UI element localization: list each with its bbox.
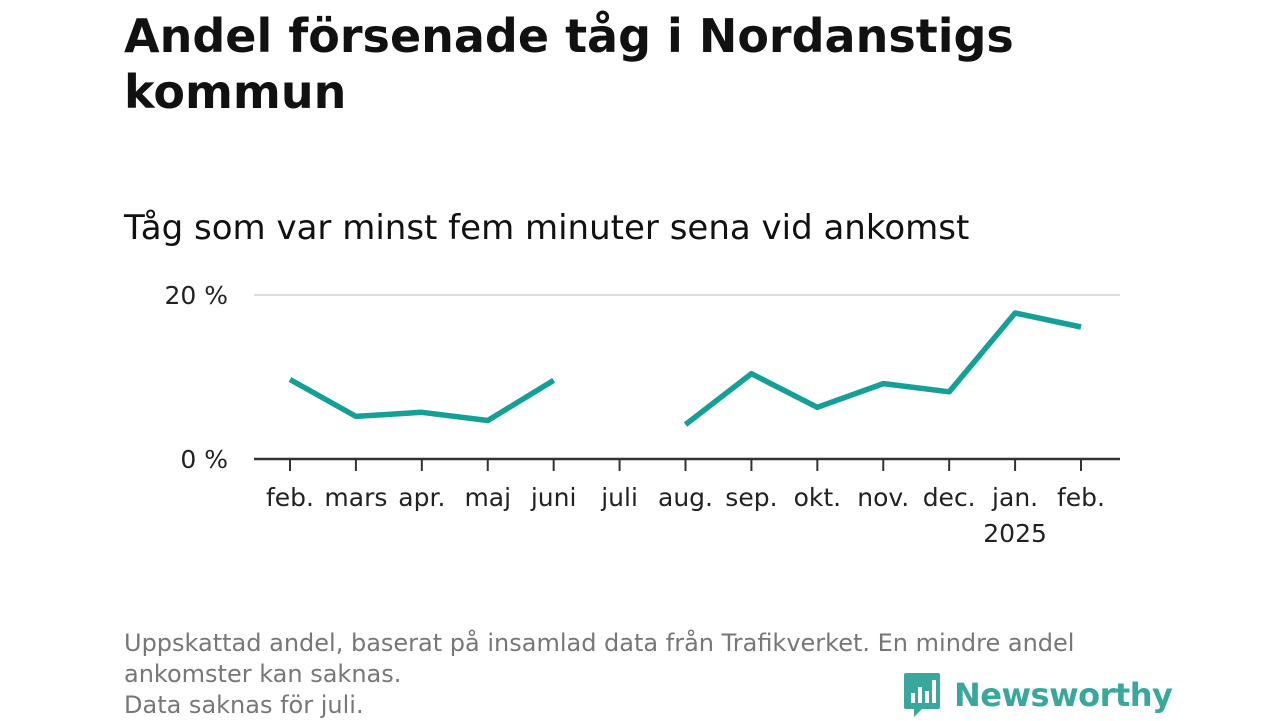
label-layer: 0 % 20 % feb. mars apr. maj juni juli aug. sep. ok…: [164, 281, 1105, 548]
x-tick-label: juni: [530, 483, 577, 512]
x-tick-label: juli: [600, 483, 638, 512]
series-layer: [288, 310, 1082, 427]
x-tick-label: sep.: [725, 483, 777, 512]
x-tick-label: apr.: [398, 483, 445, 512]
axis-layer: [254, 457, 1120, 471]
series-line-segment: [288, 377, 556, 424]
footnote-line-2: ankomster kan saknas.: [124, 660, 402, 688]
y-tick-label: 20 %: [164, 281, 228, 310]
x-tick-label: maj: [464, 483, 511, 512]
x-tick-label: nov.: [857, 483, 909, 512]
x-tick-label: mars: [324, 483, 387, 512]
chart-title: Andel försenade tåg i Nordanstigs kommun: [124, 9, 1014, 119]
x-tick-label: dec.: [923, 483, 976, 512]
footnote-line-1: Uppskattad andel, baserat på insamlad da…: [124, 629, 1075, 657]
x-tick-label: feb.: [266, 483, 314, 512]
x-tick-label: jan.: [991, 483, 1038, 512]
brand-logo: Newsworthy: [902, 670, 1173, 720]
x-tick-label: okt.: [794, 483, 842, 512]
footnote: Uppskattad andel, baserat på insamlad da…: [124, 628, 1164, 721]
x-tick-label: feb.: [1057, 483, 1105, 512]
footnote-line-3: Data saknas för juli.: [124, 691, 364, 719]
x-tick-label: aug.: [658, 483, 713, 512]
newsworthy-logo-icon: [904, 673, 940, 717]
brand-name: Newsworthy: [954, 676, 1173, 714]
y-tick-label: 0 %: [180, 445, 228, 474]
series-line-segment: [683, 310, 1082, 427]
x-year-label: 2025: [983, 519, 1047, 548]
chart-subtitle: Tåg som var minst fem minuter sena vid a…: [124, 208, 970, 248]
